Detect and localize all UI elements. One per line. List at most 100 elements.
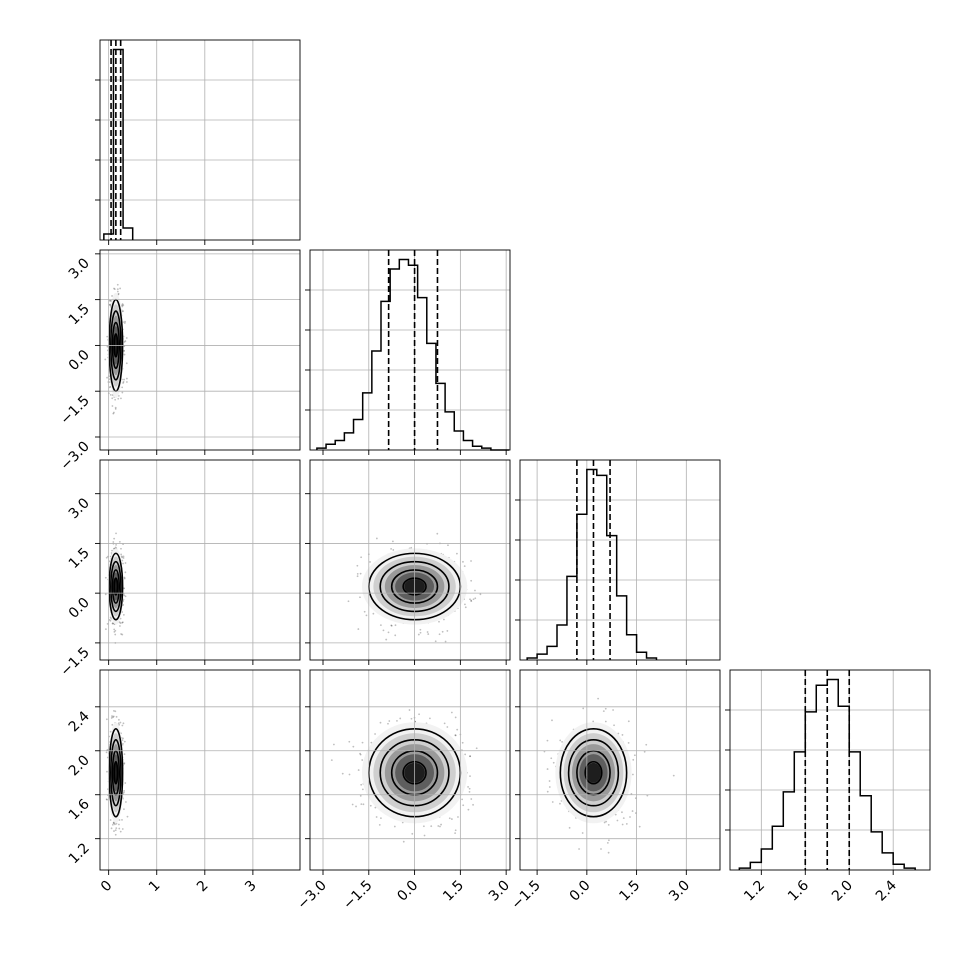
sample-point <box>122 557 125 559</box>
sample-point <box>602 710 605 713</box>
x-tick-label: 3.0 <box>666 878 693 905</box>
sample-point <box>116 288 119 291</box>
sample-point <box>106 335 109 338</box>
sample-point <box>443 618 445 621</box>
sample-point <box>468 787 471 790</box>
sample-point <box>121 305 124 308</box>
sample-point <box>604 707 607 710</box>
sample-point <box>124 571 127 574</box>
sample-point <box>627 720 630 723</box>
sample-point <box>114 829 117 832</box>
sample-point <box>607 839 610 842</box>
sample-point <box>109 303 112 306</box>
sample-point <box>122 555 125 558</box>
y-tick-label: −1.5 <box>57 644 92 679</box>
sample-point <box>112 716 114 719</box>
sample-point <box>475 747 478 750</box>
density-panel-3-1 <box>305 669 511 875</box>
sample-point <box>109 819 112 821</box>
sample-point <box>121 633 124 636</box>
sample-point <box>361 759 364 761</box>
sample-point <box>632 758 635 761</box>
sample-point <box>638 825 641 828</box>
sample-point <box>111 549 113 552</box>
y-tick-label: 2.0 <box>66 752 93 779</box>
sample-point <box>419 631 422 634</box>
x-tick-label: 1.6 <box>785 877 812 904</box>
sample-point <box>104 593 107 596</box>
sample-point <box>410 546 413 549</box>
hist-panel-3 <box>725 669 931 875</box>
x-tick-label: 1.5 <box>440 878 467 905</box>
sample-point <box>356 572 359 575</box>
sample-point <box>122 604 125 606</box>
sample-point <box>112 709 115 712</box>
sample-point <box>444 640 447 643</box>
sample-point <box>348 773 351 776</box>
sample-point <box>454 716 457 719</box>
density-panel-2-1 <box>305 459 511 665</box>
sample-point <box>357 769 360 771</box>
sample-point <box>605 820 608 823</box>
sample-point <box>551 719 553 722</box>
sample-point <box>464 603 466 606</box>
sample-point <box>454 734 457 737</box>
contour <box>113 760 119 785</box>
sample-point <box>121 742 124 745</box>
sample-point <box>621 811 623 814</box>
sample-point <box>387 722 389 725</box>
sample-point <box>369 561 371 563</box>
sample-point <box>434 640 437 643</box>
sample-point <box>108 386 111 389</box>
sample-point <box>581 832 584 834</box>
sample-point <box>114 546 117 549</box>
sample-point <box>121 819 123 821</box>
sample-point <box>607 823 610 826</box>
sample-point <box>123 808 125 811</box>
sample-point <box>113 628 116 631</box>
sample-point <box>606 842 609 844</box>
sample-point <box>121 828 124 830</box>
sample-point <box>123 789 126 792</box>
sample-point <box>546 739 549 742</box>
sample-point <box>360 803 363 806</box>
sample-point <box>439 825 441 828</box>
sample-point <box>399 717 402 720</box>
sample-point <box>123 763 125 765</box>
sample-point <box>616 819 619 822</box>
sample-point <box>117 722 120 725</box>
sample-point <box>111 723 114 726</box>
sample-point <box>372 612 375 615</box>
sample-point <box>106 798 108 801</box>
sample-point <box>110 717 113 719</box>
panel-frame <box>99 39 301 241</box>
sample-point <box>111 715 113 717</box>
sample-point <box>330 759 333 762</box>
sample-point <box>374 733 376 735</box>
sample-point <box>332 743 335 746</box>
sample-point <box>390 624 393 627</box>
sample-point <box>385 638 388 641</box>
sample-point <box>559 802 561 805</box>
sample-point <box>114 408 117 410</box>
sample-point <box>417 633 420 636</box>
sample-point <box>380 817 382 820</box>
sample-point <box>357 628 360 630</box>
sample-point <box>109 619 112 622</box>
sample-point <box>629 816 631 818</box>
sample-point <box>427 633 430 635</box>
sample-point <box>115 715 118 718</box>
sample-point <box>456 728 459 731</box>
density-panel-2-0 <box>95 459 301 665</box>
sample-point <box>479 593 482 596</box>
x-tick-label: −1.5 <box>340 878 375 913</box>
sample-point <box>359 753 362 756</box>
sample-point <box>379 624 382 627</box>
sample-point <box>631 773 634 776</box>
sample-point <box>117 397 120 400</box>
x-tick-label: 0 <box>98 878 116 896</box>
density-level <box>586 762 601 783</box>
sample-point <box>394 624 397 627</box>
y-tick-label: 3.0 <box>66 495 93 522</box>
